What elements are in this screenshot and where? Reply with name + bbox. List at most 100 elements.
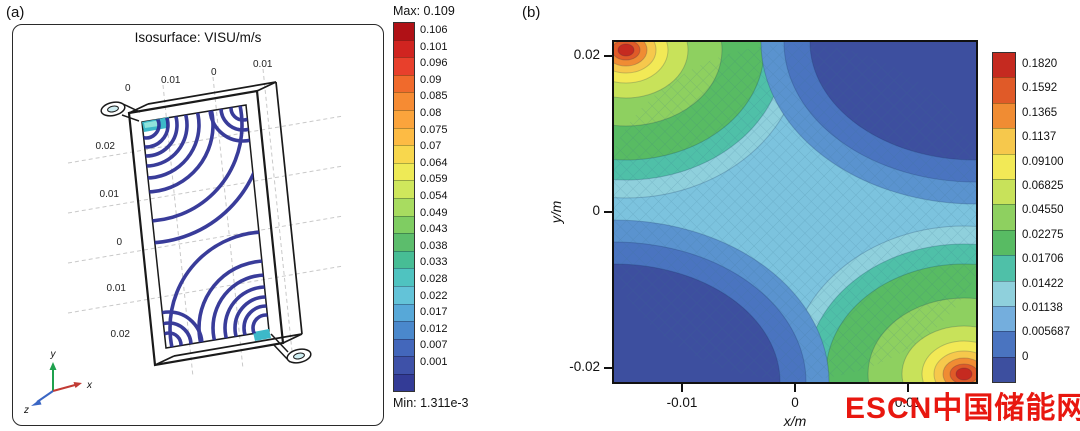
colorbar-cell <box>993 204 1015 230</box>
colorbar-tick-label: 0.022 <box>420 289 448 302</box>
colorbar-tick-label: 0.04550 <box>1022 204 1064 217</box>
colorbar-tick-label: 0.001 <box>420 355 448 368</box>
outlet-port <box>270 333 312 364</box>
colorbar-tick-label: 0.043 <box>420 223 448 236</box>
tick-label: 0.01 <box>107 283 127 294</box>
axis-triad: y x z <box>23 349 93 416</box>
colorbar-cell <box>993 305 1015 332</box>
tick-label: 0 <box>116 237 122 248</box>
mesh-hatching <box>614 44 976 380</box>
colorbar-cell <box>394 197 414 216</box>
colorbar-tick-label: 0.033 <box>420 256 448 269</box>
colorbar-tick-label: 0.005687 <box>1022 326 1070 339</box>
tick-label: 0.01 <box>100 189 120 200</box>
colorbar-tick-label: 0.012 <box>420 322 448 335</box>
colorbar-max-label: Max: 0.109 <box>393 4 455 18</box>
x-axis-title: x/m <box>783 413 807 429</box>
colorbar-tick-label: 0.007 <box>420 339 448 352</box>
colorbar-tick-label: 0.1592 <box>1022 82 1058 95</box>
colorbar-cell <box>993 128 1015 154</box>
colorbar-labels: 0.106 0.101 0.096 0.09 0.085 0.08 0.075 0.07 0.0… <box>415 22 448 370</box>
colorbar-tick-label: 0.1820 <box>1022 58 1058 70</box>
colorbar-tick-label: 0.01422 <box>1022 277 1064 290</box>
colorbar-cell <box>394 303 414 322</box>
isosurface-3d-plot: 0 0.01 0 0.01 0.02 0.01 0 0.01 0.02 y x <box>23 59 344 416</box>
y-axis-label: y <box>50 349 57 360</box>
colorbar-tick-label: 0.028 <box>420 272 448 285</box>
tick-label: 0 <box>125 83 131 94</box>
tick-label: 0 <box>211 67 217 78</box>
colorbar-tick-label: 0.101 <box>420 40 448 53</box>
colorbar: 0.1820 0.1592 0.1365 0.1137 0.09100 0.06825 0.… <box>992 52 1070 384</box>
colorbar-tick-label: 0.085 <box>420 90 448 103</box>
y-tick-mark <box>604 367 614 369</box>
isosurface-contours <box>142 105 269 348</box>
y-tick-label: 0 <box>592 203 600 218</box>
colorbar-cell <box>993 255 1015 281</box>
colorbar-tick-label: 0.096 <box>420 57 448 70</box>
colorbar-cell <box>993 178 1015 205</box>
colorbar-cell <box>993 77 1015 103</box>
colorbar-tick-label: 0.09 <box>420 73 442 86</box>
x-tick-mark <box>907 382 909 392</box>
colorbar-cell <box>394 74 414 93</box>
cell-back-edges <box>128 81 303 366</box>
colorbar-cell <box>394 39 414 58</box>
panel-b-label: (b) <box>522 4 541 21</box>
y-tick-mark <box>604 55 614 57</box>
colorbar-cell <box>394 250 414 269</box>
colorbar-cell <box>394 57 414 75</box>
colorbar-tick-label: 0.017 <box>420 306 448 319</box>
y-axis-title: y/m <box>548 200 564 224</box>
y-tick-label: -0.02 <box>569 359 600 374</box>
colorbar-cell <box>993 229 1015 256</box>
colorbar-strip <box>992 52 1016 384</box>
panel-a-title: Isosurface: VISU/m/s <box>134 30 262 45</box>
contour-field <box>614 42 976 382</box>
x-axis-arrow-icon <box>73 382 82 388</box>
colorbar-tick-label: 0.07 <box>420 140 442 153</box>
cell-outer-face <box>127 89 285 367</box>
colorbar-tick-label: 0.059 <box>420 173 448 186</box>
y-tick-mark <box>604 211 614 213</box>
colorbar-cell <box>993 53 1015 78</box>
colorbar-tick-label: 0.09100 <box>1022 155 1064 168</box>
panel-a-colorbar: Max: 0.109 0.106 0.101 0.096 0.09 0.085 0.08 0… <box>393 4 469 410</box>
colorbar-cell <box>993 356 1015 383</box>
x-tick-label: -0.01 <box>666 395 698 410</box>
panel-a-label: (a) <box>6 4 25 21</box>
panel-a-axis-ticks: 0 0.01 0 0.01 0.02 0.01 0 0.01 0.02 <box>96 59 273 340</box>
colorbar-tick-label: 0.01706 <box>1022 253 1064 266</box>
x-tick-mark <box>794 382 796 392</box>
grid-lines <box>67 68 344 378</box>
tick-label: 0.02 <box>111 329 131 340</box>
colorbar-tick-label: 0.02275 <box>1022 228 1064 241</box>
inlet-port <box>100 101 141 122</box>
x-tick-label: 0.01 <box>894 395 922 410</box>
colorbar-tick-label: 0.038 <box>420 239 448 252</box>
colorbar-cell <box>993 331 1015 357</box>
colorbar-strip <box>393 22 415 393</box>
colorbar-cell <box>394 268 414 286</box>
colorbar-cell <box>394 23 414 40</box>
colorbar-tick-label: 0.064 <box>420 156 448 169</box>
colorbar-cell <box>394 92 414 110</box>
colorbar-tick-label: 0.01138 <box>1022 301 1063 314</box>
colorbar-tick-label: 0.06825 <box>1022 179 1064 192</box>
x-axis-label: x <box>86 380 93 391</box>
colorbar-cell <box>993 153 1015 179</box>
tick-label: 0.02 <box>96 141 116 152</box>
colorbar-cell <box>394 145 414 163</box>
z-axis-arrow-icon <box>31 399 42 406</box>
colorbar-cell <box>394 321 414 339</box>
colorbar-tick-label: 0.08 <box>420 106 442 119</box>
colorbar-cell <box>394 233 414 251</box>
colorbar-cell <box>394 127 414 146</box>
panel-b-colorbar: 0.1820 0.1592 0.1365 0.1137 0.09100 0.06825 0.… <box>992 52 1070 384</box>
colorbar-labels: 0.1820 0.1592 0.1365 0.1137 0.09100 0.06825 0.… <box>1016 52 1070 369</box>
y-axis-arrow-icon <box>49 362 57 370</box>
colorbar-cell <box>394 215 414 234</box>
panel-b-plot: 0.02 0 -0.02 -0.01 0 0.01 y/m x/m <box>548 40 978 429</box>
x-tick-label: 0 <box>791 395 799 410</box>
tick-label: 0.01 <box>161 75 181 86</box>
